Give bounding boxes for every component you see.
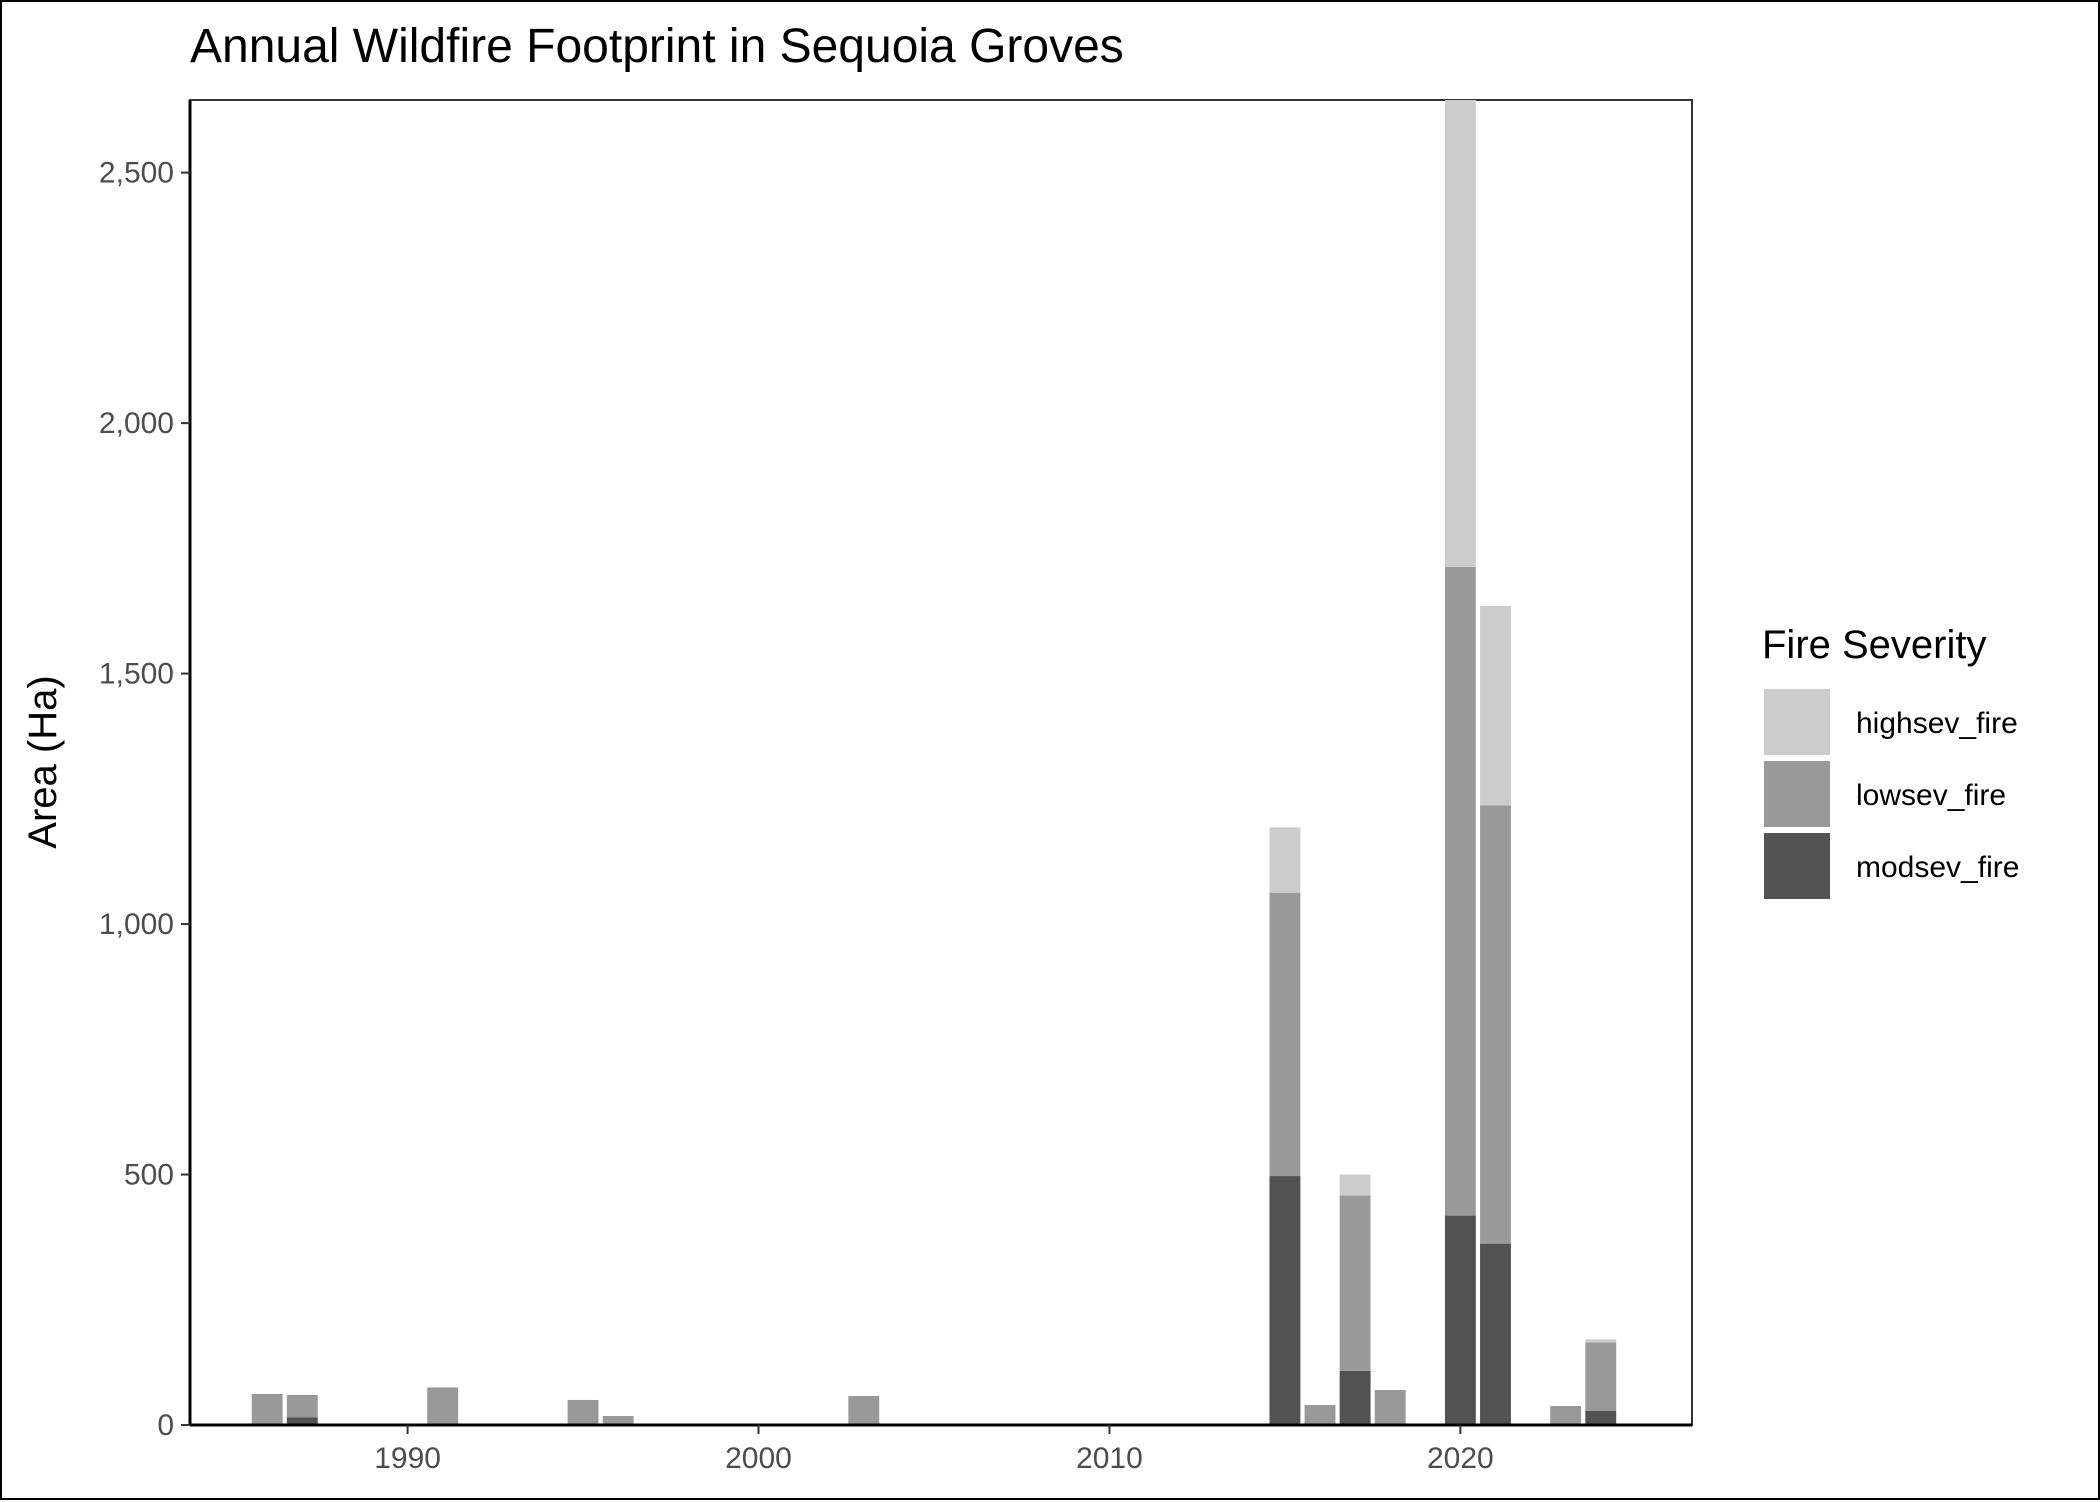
x-tick-label: 2020 [1427, 1442, 1494, 1475]
bar-lowsev_fire-1996 [602, 1415, 634, 1425]
legend-title: Fire Severity [1762, 623, 1987, 667]
x-tick-label: 2010 [1076, 1442, 1143, 1475]
bar-lowsev_fire-2018 [1374, 1389, 1406, 1425]
bar-lowsev_fire-2020 [1444, 566, 1476, 1216]
x-axis-ticks: 1990 2000 2010 2020 [374, 1425, 1494, 1475]
legend-swatch-highsev_fire [1764, 689, 1830, 755]
bar-highsev_fire-2017 [1339, 1174, 1371, 1196]
bar-lowsev_fire-2016 [1304, 1404, 1336, 1425]
y-tick-label: 500 [124, 1159, 174, 1192]
bar-modsev_fire-2017 [1339, 1370, 1371, 1425]
y-tick-label: 1,500 [99, 658, 174, 691]
x-tick-label: 2000 [725, 1442, 792, 1475]
bar-lowsev_fire-2023 [1550, 1405, 1582, 1425]
bar-lowsev_fire-1987 [286, 1394, 318, 1418]
legend-items: highsev_fire lowsev_fire modsev_fire [1764, 689, 2019, 899]
legend-swatch-lowsev_fire [1764, 761, 1830, 827]
bar-modsev_fire-2024 [1585, 1410, 1617, 1425]
bar-modsev_fire-2021 [1480, 1243, 1511, 1425]
bar-modsev_fire-2020 [1444, 1215, 1476, 1425]
bar-lowsev_fire-1986 [251, 1393, 283, 1425]
y-axis-title: Area (Ha) [21, 675, 65, 848]
bar-modsev_fire-1987 [286, 1417, 318, 1425]
bar-lowsev_fire-2003 [848, 1395, 880, 1425]
bar-lowsev_fire-2017 [1339, 1195, 1371, 1371]
bar-highsev_fire-2024 [1585, 1339, 1617, 1343]
legend-swatch-modsev_fire [1764, 833, 1830, 899]
y-axis-ticks: 0 500 1,000 1,500 2,000 2,500 [99, 157, 190, 1442]
bar-lowsev_fire-1991 [427, 1387, 459, 1425]
legend-label-modsev_fire: modsev_fire [1856, 851, 2019, 884]
y-tick-label: 1,000 [99, 908, 174, 941]
plot-area: 0 500 1,000 1,500 2,000 2,500 1990 2000 2010 202… [99, 99, 1693, 1475]
legend-label-lowsev_fire: lowsev_fire [1856, 779, 2006, 812]
legend-label-highsev_fire: highsev_fire [1856, 707, 2018, 740]
x-tick-label: 1990 [374, 1442, 441, 1475]
bar-highsev_fire-2015 [1269, 827, 1301, 893]
bar-lowsev_fire-1995 [567, 1399, 599, 1425]
bar-modsev_fire-2015 [1269, 1176, 1301, 1425]
y-tick-label: 2,000 [99, 407, 174, 440]
bar-lowsev_fire-2021 [1480, 805, 1511, 1244]
chart-title: Annual Wildfire Footprint in Sequoia Gro… [190, 20, 1124, 73]
bar-lowsev_fire-2024 [1585, 1342, 1617, 1411]
legend: Fire Severity highsev_fire lowsev_firemod… [1762, 623, 2019, 899]
y-tick-label: 2,500 [99, 157, 174, 190]
bar-highsev_fire-2020 [1444, 100, 1476, 567]
bar-highsev_fire-2021 [1480, 605, 1511, 806]
bars-group [251, 100, 1617, 1425]
plot-panel-border [189, 99, 1693, 1426]
bar-lowsev_fire-2015 [1269, 892, 1301, 1177]
y-tick-label: 0 [157, 1409, 174, 1442]
